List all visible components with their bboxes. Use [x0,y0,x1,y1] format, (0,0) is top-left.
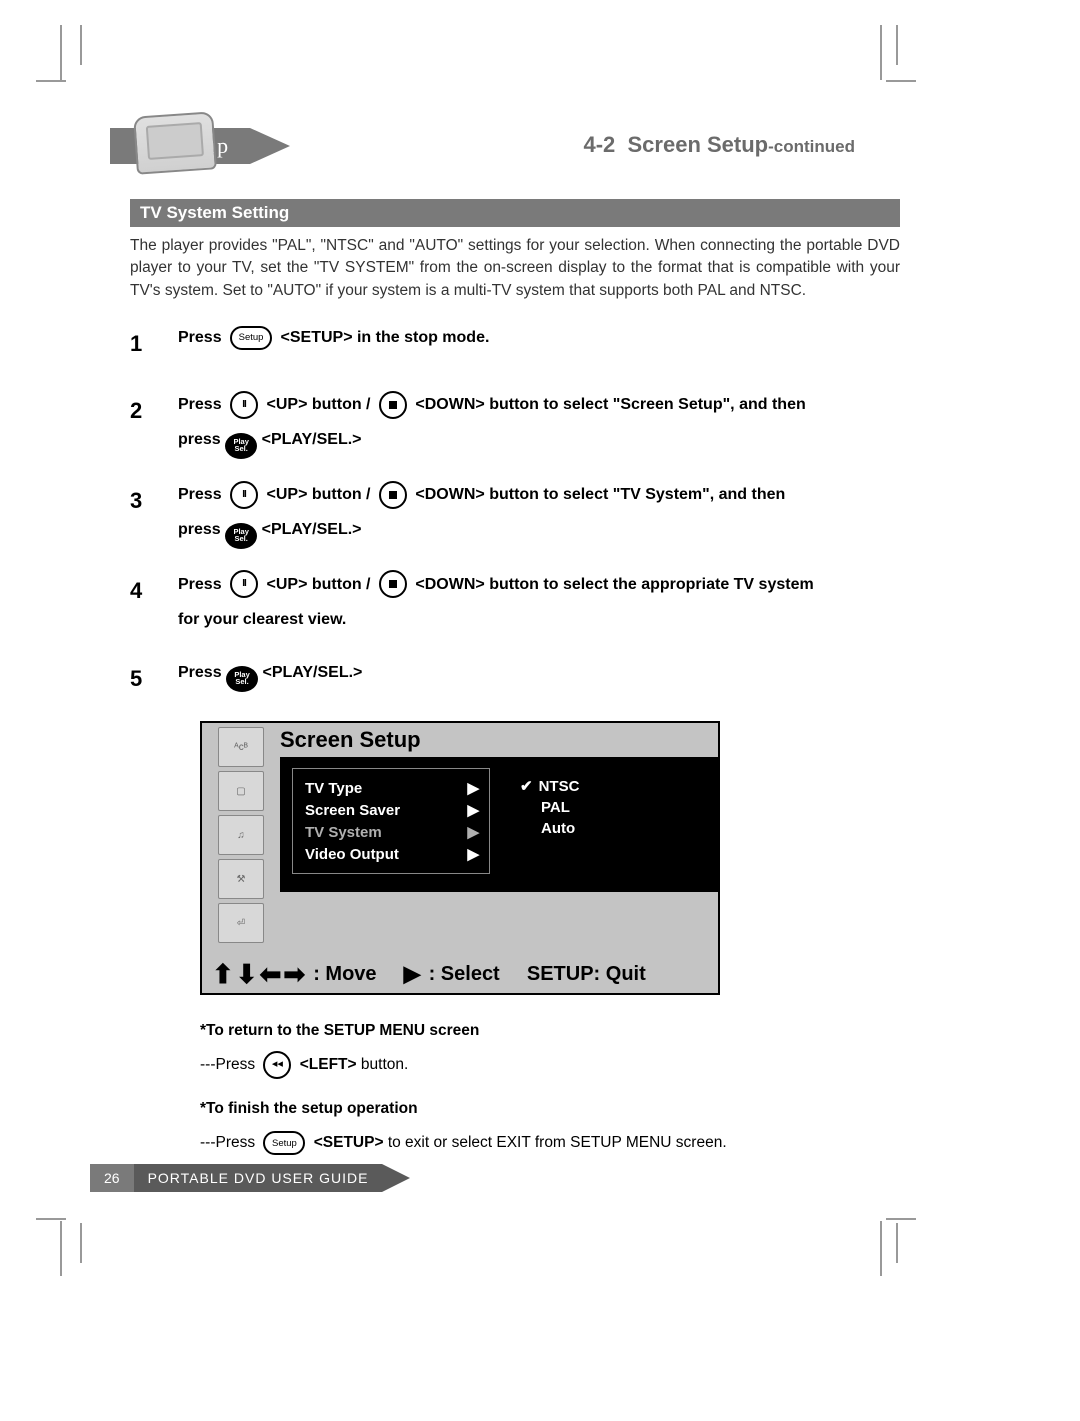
up-button-icon: II [230,391,258,419]
step-number: 4 [130,567,178,615]
section-title: Screen Setup [628,132,769,157]
step-text: <UP> button / [267,396,371,413]
device-thumbnail-icon [133,111,217,174]
osd-menu: TV Type Screen Saver TV System Video Out… [280,757,502,892]
crop-mark [880,1221,882,1276]
osd-side-icon: ⏎ [218,903,264,943]
step-text: <PLAY/SEL.> [262,431,362,448]
footnotes: *To return to the SETUP MENU screen ---P… [200,1017,900,1157]
intro-paragraph: The player provides "PAL", "NTSC" and "A… [130,235,900,302]
step-2: 2 Press II <UP> button / <DOWN> button t… [130,387,900,459]
osd-option: Auto [520,818,718,839]
osd-title: Screen Setup [280,723,718,757]
osd-side-icon: ⚒ [218,859,264,899]
left-button-icon: ◂◂ [263,1051,291,1079]
crop-mark [36,80,66,82]
header-banner: Setup 4-2 Screen Setup-continued [90,120,900,174]
osd-footer: : Move : Select SETUP: Quit [202,957,718,993]
crop-mark [886,1218,916,1220]
section-suffix: -continued [768,137,855,156]
crop-mark [896,25,898,65]
osd-footer-quit: SETUP: Quit [527,963,646,986]
step-number: 2 [130,387,178,435]
osd-menu-item: TV Type [305,777,479,799]
step-text: <UP> button / [267,486,371,503]
osd-side-icon: ᴬᴄᴮ [218,727,264,767]
playsel-button-icon: PlaySel. [226,666,258,692]
step-text: Press [178,396,222,413]
osd-side-icon: ♫ [218,815,264,855]
osd-option: NTSC [520,775,718,797]
crop-mark [80,25,82,65]
osd-options: NTSC PAL Auto [502,757,718,892]
footnote-text: ---Press [200,1134,255,1151]
footnote-text: <SETUP> [314,1134,384,1151]
step-text: <DOWN> button to select the appropriate … [415,576,813,593]
down-button-icon [379,481,407,509]
crop-mark [60,25,62,80]
osd-menu-item: Screen Saver [305,799,479,821]
step-text: <DOWN> button to select "Screen Setup", … [415,396,805,413]
step-text: Press [178,486,222,503]
step-1: 1 Press Setup <SETUP> in the stop mode. [130,320,900,368]
osd-footer-move: : Move [313,963,376,986]
osd-screenshot: ᴬᴄᴮ ▢ ♫ ⚒ ⏎ Screen Setup TV Type Screen … [200,721,720,995]
step-5: 5 Press PlaySel. <PLAY/SEL.> [130,655,900,703]
step-text: <PLAY/SEL.> [262,521,362,538]
step-text: <SETUP> in the stop mode. [281,329,490,346]
crop-mark [886,80,916,82]
page-footer: 26PORTABLE DVD USER GUIDE [90,1164,900,1196]
section-number: 4-2 [583,132,615,157]
setup-button-icon: Setup [263,1131,305,1155]
footnote-title: *To return to the SETUP MENU screen [200,1022,479,1039]
osd-option: PAL [520,797,718,818]
crop-mark [60,1221,62,1276]
osd-side-icons: ᴬᴄᴮ ▢ ♫ ⚒ ⏎ [202,723,280,957]
playsel-button-icon: PlaySel. [225,523,257,549]
setup-button-icon: Setup [230,326,272,350]
down-button-icon [379,570,407,598]
step-text: Press [178,664,222,681]
osd-menu-item-selected: TV System [305,821,479,843]
step-text: <DOWN> button to select "TV System", and… [415,486,785,503]
osd-menu-item: Video Output [305,843,479,865]
step-text: Press [178,576,222,593]
step-4: 4 Press II <UP> button / <DOWN> button t… [130,567,900,637]
osd-side-icon: ▢ [218,771,264,811]
step-number: 3 [130,477,178,525]
playsel-button-icon: PlaySel. [225,433,257,459]
step-3: 3 Press II <UP> button / <DOWN> button t… [130,477,900,549]
step-text: <PLAY/SEL.> [263,664,363,681]
up-button-icon: II [230,570,258,598]
step-number: 5 [130,655,178,703]
subheading-bar: TV System Setting [130,199,900,227]
footnote-text: ---Press [200,1056,255,1073]
osd-footer-select: : Select [429,963,500,986]
step-text: press [178,521,221,538]
footnote-text: to exit or select EXIT from SETUP MENU s… [384,1134,727,1151]
down-button-icon [379,391,407,419]
crop-mark [880,25,882,80]
crop-mark [896,1223,898,1263]
step-text: press [178,431,221,448]
guide-title: PORTABLE DVD USER GUIDE [134,1164,383,1192]
step-text: Press [178,329,222,346]
crop-mark [36,1218,66,1220]
step-text: <UP> button / [267,576,371,593]
step-text: for your clearest view. [178,611,346,628]
section-heading: 4-2 Screen Setup-continued [583,132,855,158]
footnote-text: button. [357,1056,409,1073]
page-number: 26 [90,1164,134,1192]
crop-mark [80,1223,82,1263]
footnote-title: *To finish the setup operation [200,1100,418,1117]
up-button-icon: II [230,481,258,509]
step-number: 1 [130,320,178,368]
footnote-text: <LEFT> [300,1056,357,1073]
